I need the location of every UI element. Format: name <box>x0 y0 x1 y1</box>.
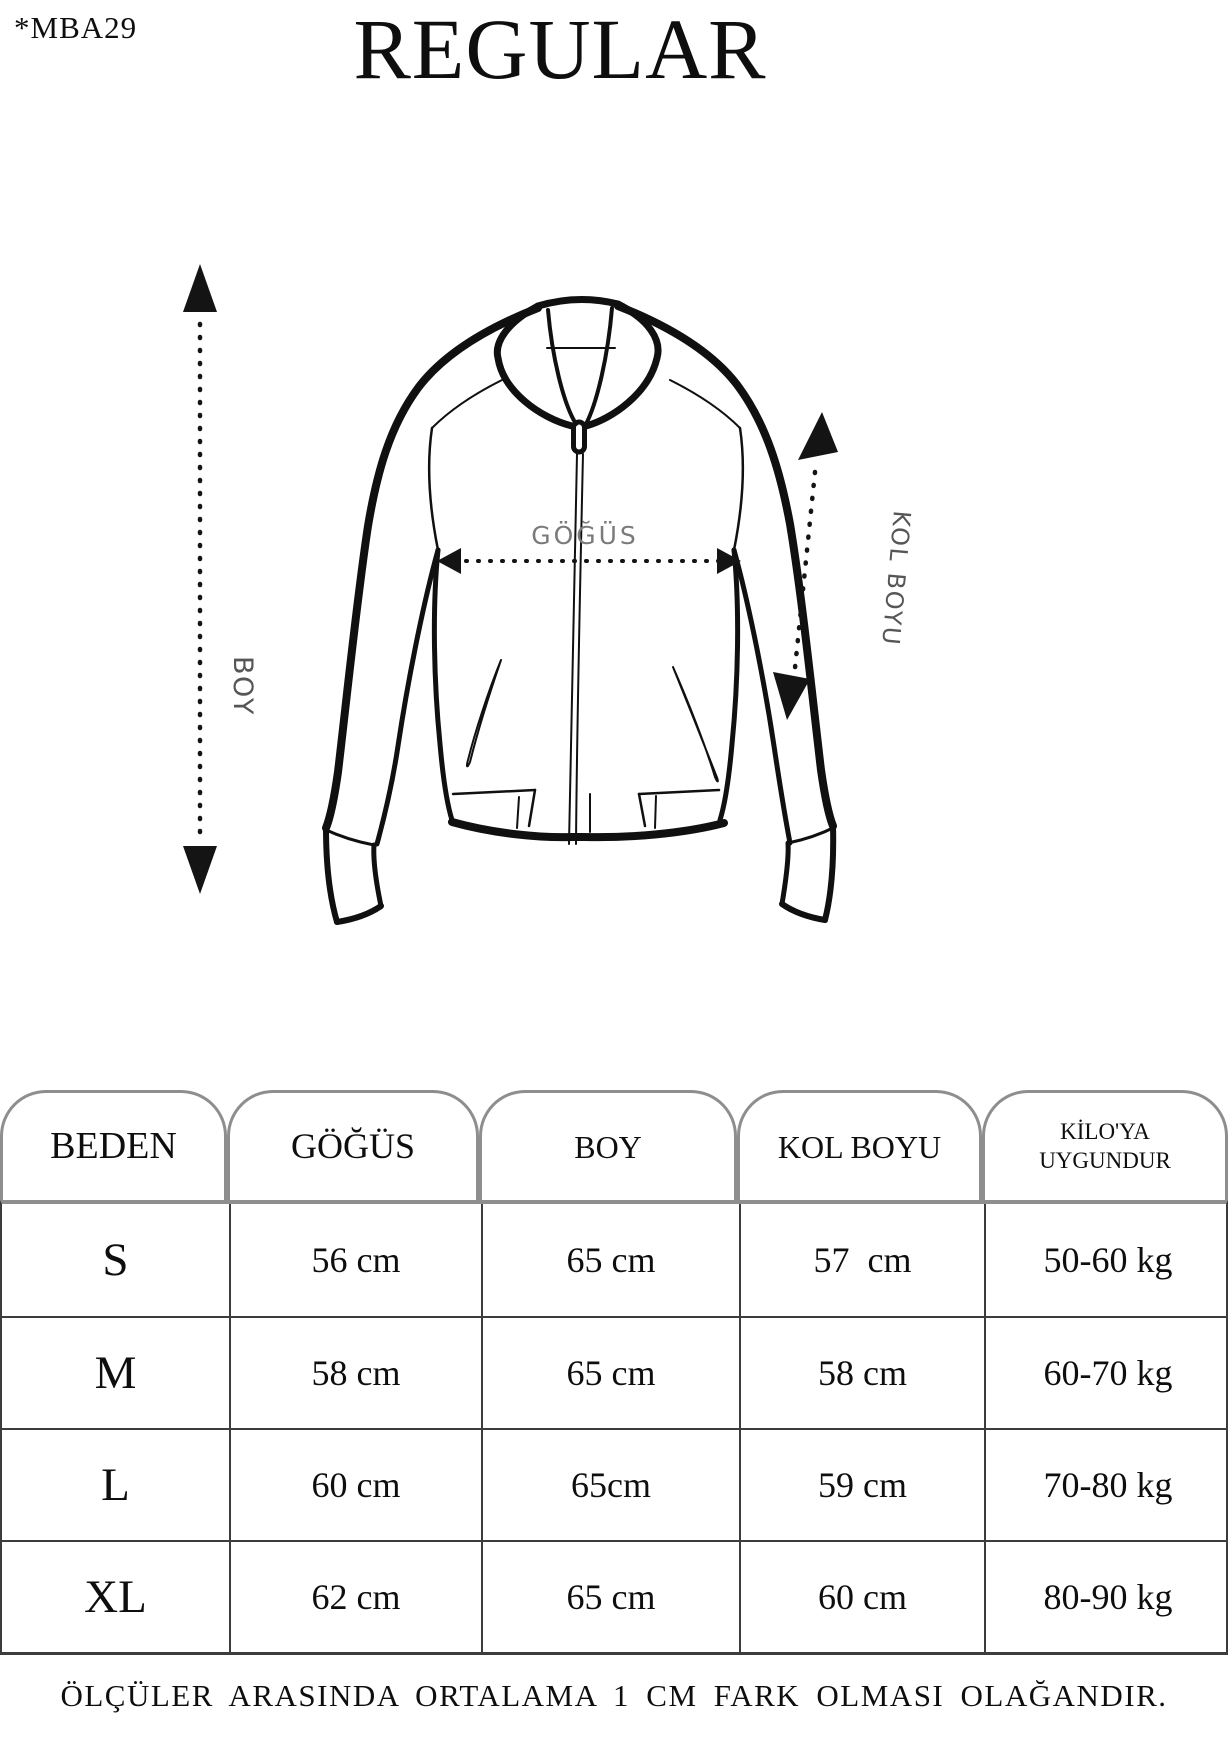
cell-size: M <box>2 1316 229 1428</box>
cell-length: 65 cm <box>481 1540 739 1652</box>
header-kiloya-uygundur: KİLO'YA UYGUNDUR <box>982 1090 1228 1200</box>
product-code: *MBA29 <box>14 10 138 45</box>
zipper-pull <box>571 419 587 455</box>
tolerance-note: ÖLÇÜLER ARASINDA ORTALAMA 1 CM FARK OLMA… <box>60 1678 1168 1713</box>
sleeve-label: KOL BOYU <box>876 509 916 647</box>
cell-length: 65 cm <box>481 1204 739 1316</box>
cell-sleeve: 60 cm <box>739 1540 984 1652</box>
cell-size: XL <box>2 1540 229 1652</box>
height-measure-arrow: BOY <box>183 264 258 894</box>
jacket-measurement-diagram: GÖĞÜS BOY KOL BOYU <box>150 248 930 948</box>
cell-chest: 60 cm <box>229 1428 481 1540</box>
cell-sleeve: 58 cm <box>739 1316 984 1428</box>
size-chart-table: BEDEN GÖĞÜS BOY KOL BOYU KİLO'YA UYGUNDU… <box>0 1090 1228 1655</box>
jacket-drawing: GÖĞÜS BOY KOL BOYU <box>183 264 916 925</box>
header-gogus: GÖĞÜS <box>227 1090 479 1200</box>
size-chart-header-row: BEDEN GÖĞÜS BOY KOL BOYU KİLO'YA UYGUNDU… <box>0 1090 1228 1200</box>
arrowhead-down-icon <box>183 846 217 894</box>
height-label: BOY <box>227 656 258 716</box>
arrowhead-up-icon <box>183 264 217 312</box>
cell-weight: 50-60 kg <box>984 1204 1228 1316</box>
arrowhead-up-icon <box>798 412 838 460</box>
chest-measure-arrow: GÖĞÜS <box>437 520 741 574</box>
cell-sleeve: 59 cm <box>739 1428 984 1540</box>
cell-chest: 56 cm <box>229 1204 481 1316</box>
jacket-outline <box>322 296 837 925</box>
cell-size: L <box>2 1428 229 1540</box>
cell-chest: 62 cm <box>229 1540 481 1652</box>
left-pocket-slit <box>465 659 502 768</box>
cell-size: S <box>102 1234 129 1286</box>
cell-weight: 70-80 kg <box>984 1428 1228 1540</box>
size-chart-body: S 56 cm 65 cm 57 cm 50-60 kg M 58 cm 65 … <box>0 1200 1228 1655</box>
header-beden: BEDEN <box>0 1090 227 1200</box>
cell-length: 65 cm <box>481 1316 739 1428</box>
arrowhead-left-icon <box>437 548 461 574</box>
cell-sleeve: 57 cm <box>739 1204 984 1316</box>
header-kol-boyu: KOL BOYU <box>737 1090 982 1200</box>
page-title: REGULAR <box>353 1 767 97</box>
cell-weight: 60-70 kg <box>984 1316 1228 1428</box>
cell-chest: 58 cm <box>229 1316 481 1428</box>
arrowhead-down-icon <box>773 672 810 720</box>
arrowhead-right-icon <box>717 548 741 574</box>
cell-weight: 80-90 kg <box>984 1540 1228 1652</box>
right-pocket-slit <box>672 666 719 783</box>
chest-label: GÖĞÜS <box>531 520 639 550</box>
header-boy: BOY <box>479 1090 737 1200</box>
cell-length: 65cm <box>481 1428 739 1540</box>
